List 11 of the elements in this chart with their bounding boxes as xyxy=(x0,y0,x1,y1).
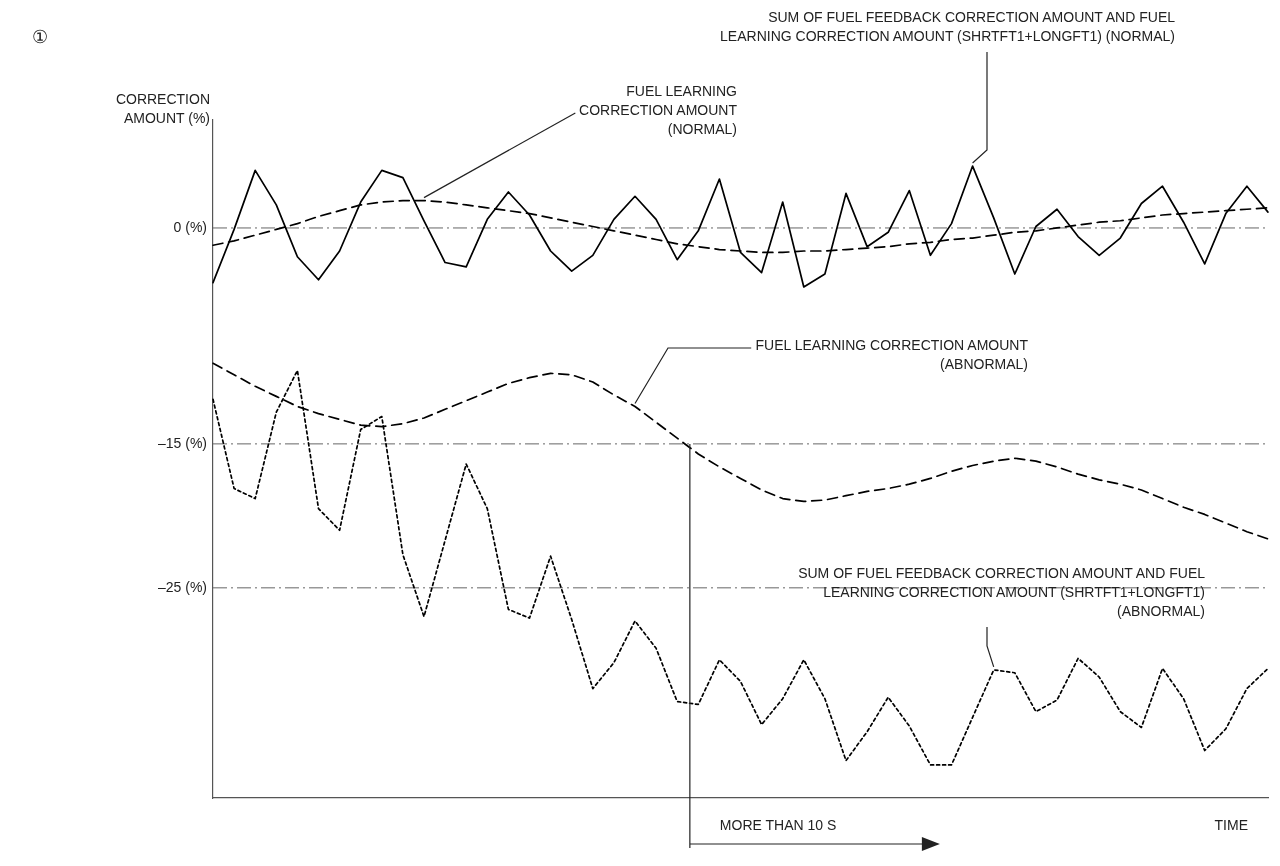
y-axis-title: CORRECTION AMOUNT (%) xyxy=(115,91,210,127)
y-tick-label: 0 (%) xyxy=(173,218,207,235)
text: FUEL LEARNING CORRECTION AMOUNT (ABNORMAL) xyxy=(755,337,1029,373)
y-tick-label: –15 (%) xyxy=(157,434,207,451)
x-axis-title: TIME xyxy=(1214,817,1248,834)
text: SUM OF FUEL FEEDBACK CORRECTION AMOUNT AND FUEL LEARNING CORRECTION AMOUNT (SHRTFT1+LONGFT1) (NORMAL) xyxy=(720,9,1176,45)
y-tick-label: –25 (%) xyxy=(157,578,207,595)
text: FUEL LEARNING CORRECTION AMOUNT (NORMAL) xyxy=(579,83,738,138)
text: ① xyxy=(32,26,48,47)
text: SUM OF FUEL FEEDBACK CORRECTION AMOUNT AND FUEL LEARNING CORRECTION AMOUNT (SHRTFT1+LONGFT1) (ABNORMAL) xyxy=(798,565,1206,620)
text: MORE THAN 10 S xyxy=(719,817,837,834)
